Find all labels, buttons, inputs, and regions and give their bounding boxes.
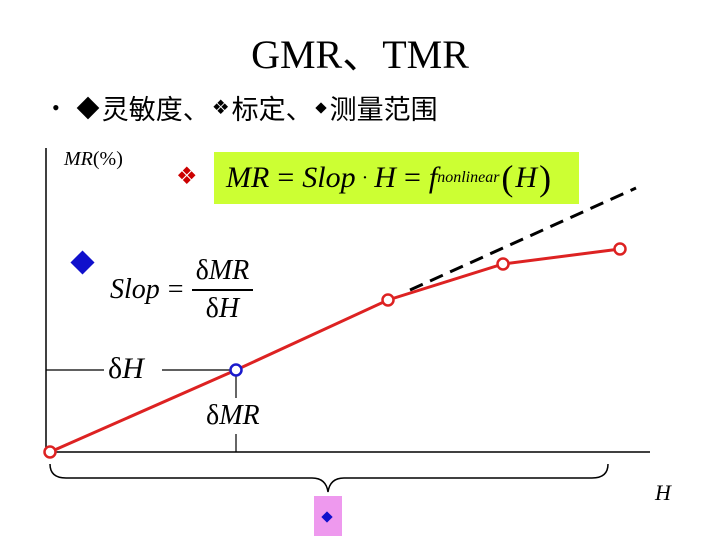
clover-icon: ❖ <box>211 97 230 119</box>
paren-open: ( <box>501 158 514 198</box>
formula-lhs: MR <box>226 161 270 194</box>
curve-point <box>496 257 510 271</box>
mr-formula: MR = Slop · H = f nonlinear (H) <box>214 152 579 204</box>
formula-f-subscript: nonlinear <box>437 169 500 186</box>
formula-arg: H <box>515 161 538 194</box>
paren-close: ) <box>539 158 552 198</box>
bullet-item-calibration-label: 标定、 <box>231 95 313 125</box>
bullet-item-range-label: 测量范围 <box>329 95 438 125</box>
numerator-var: MR <box>208 255 250 286</box>
y-axis-label-unit: (%) <box>92 148 123 170</box>
formula-eq: = <box>403 161 421 194</box>
slope-formula: Slop = δMR δH <box>110 255 254 325</box>
x-axis-label: H <box>655 480 671 505</box>
delta-symbol: δ <box>195 255 209 286</box>
delta-mr-var: MR <box>219 400 260 431</box>
red-clover-icon: ❖ <box>176 164 198 190</box>
slope-fraction: δMR δH <box>191 255 254 325</box>
delta-mr-label: δMR <box>206 400 260 432</box>
delta-h-var: H <box>122 352 144 385</box>
slope-numerator: δMR <box>191 255 254 291</box>
bullet-item-sensitivity: 灵敏度、 <box>76 88 210 127</box>
denominator-var: H <box>218 293 240 324</box>
slope-denominator: δH <box>206 291 239 325</box>
bullet-item-sensitivity-label: 灵敏度、 <box>101 95 210 125</box>
bullet-dot: • <box>52 94 60 120</box>
bullet-line: • 灵敏度、 ❖ 标定、 测量范围 <box>52 88 438 127</box>
delta-symbol: δ <box>205 293 219 324</box>
formula-f: f <box>428 161 438 194</box>
linear-extrapolation-line <box>409 186 637 292</box>
curve-point-highlighted <box>229 363 243 377</box>
bullet-item-calibration: ❖ 标定、 <box>210 88 313 127</box>
range-brace <box>49 463 609 493</box>
curve-point <box>613 242 627 256</box>
delta-h-label: δH <box>108 352 144 386</box>
multiply-dot-icon: · <box>361 166 369 189</box>
bullet-item-range: 测量范围 <box>313 88 438 127</box>
curve-point <box>381 293 395 307</box>
curve-point <box>43 445 57 459</box>
formula-eq: = <box>277 161 295 194</box>
formula-h: H <box>374 161 396 194</box>
formula-slop: Slop <box>302 161 356 194</box>
y-axis-label-var: MR <box>64 148 93 170</box>
y-axis-label: MR(%) <box>64 148 123 171</box>
slope-formula-eq: = <box>167 274 184 305</box>
delta-symbol: δ <box>206 400 220 431</box>
delta-symbol: δ <box>108 352 123 385</box>
slide-title: GMR、TMR <box>251 32 469 77</box>
slope-formula-lhs: Slop <box>110 274 160 305</box>
